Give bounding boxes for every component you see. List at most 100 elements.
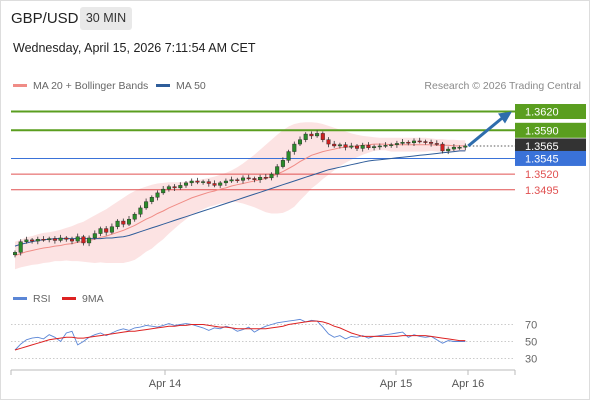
level-badge-0 [515, 104, 586, 120]
candle-body [41, 239, 46, 241]
timestamp: Wednesday, April 15, 2026 7:11:54 AM CET [13, 41, 256, 55]
candle-body [377, 145, 382, 148]
candle-body [212, 183, 217, 186]
legend-ma20: MA 20 + Bollinger Bands [13, 80, 148, 92]
candle-body [423, 141, 428, 143]
candle-body [263, 177, 268, 179]
candle-body [383, 145, 388, 147]
candle-body [286, 151, 291, 161]
rsi-line [14, 318, 466, 351]
level-badge-3 [515, 150, 586, 166]
rsi-swatch [13, 296, 27, 300]
candle-body [298, 139, 303, 145]
candle-body [109, 226, 114, 233]
candle-body [104, 228, 109, 233]
candle-body [69, 239, 74, 242]
candle-body [394, 143, 399, 145]
candle-body [138, 207, 143, 215]
legend-ma20-label: MA 20 + Bollinger Bands [33, 80, 149, 92]
candle-body [126, 218, 131, 225]
level-label-2: 1.3565 [525, 141, 559, 153]
candles [12, 130, 468, 258]
x-tick-label: Apr 14 [149, 378, 181, 390]
candle-body [30, 239, 35, 242]
candle-body [240, 177, 245, 181]
candle-body [326, 139, 331, 145]
candle-body [366, 145, 371, 149]
candle-body [64, 237, 69, 240]
level-label-5: 1.3495 [525, 185, 559, 197]
candle-body [429, 141, 434, 144]
candle-body [434, 143, 439, 145]
candle-body [417, 140, 422, 143]
candle-body [269, 173, 274, 179]
candle-body [246, 177, 251, 180]
candle-body [195, 180, 200, 183]
rsi-tick-label: 50 [525, 337, 537, 349]
rsi-tick-label: 70 [525, 320, 537, 332]
candle-body [440, 143, 445, 152]
rsi-tick-label: 30 [525, 354, 537, 366]
candle-body [81, 236, 86, 244]
legend-9ma-label: 9MA [82, 293, 104, 305]
candle-body [24, 239, 29, 242]
candle-body [258, 177, 263, 180]
candle-body [172, 186, 177, 189]
candle-body [451, 146, 456, 150]
forecast-arrow-head [498, 111, 512, 124]
header-bar: GBP/USD 30 MIN [0, 0, 590, 36]
candle-body [457, 146, 462, 149]
legend-rsi-label: RSI [33, 293, 51, 305]
candle-body [52, 238, 57, 241]
candle-body [18, 241, 23, 253]
candle-body [201, 181, 206, 183]
ma20-swatch [13, 83, 27, 87]
credit-text: Research © 2026 Trading Central [424, 80, 581, 92]
candle-body [87, 237, 92, 244]
candle-body [12, 252, 17, 256]
candle-body [235, 179, 240, 181]
instrument-title: GBP/USD [11, 10, 79, 27]
candle-body [332, 143, 337, 147]
candle-body [355, 145, 360, 149]
candle-body [206, 181, 211, 184]
candle-body [389, 144, 394, 146]
candle-body [144, 201, 149, 209]
candle-body [121, 220, 126, 225]
legend-9ma: 9MA [62, 293, 104, 305]
candle-body [75, 236, 80, 242]
candle-body [178, 185, 183, 189]
candle-body [349, 145, 354, 148]
level-label-3: 1.3545 [525, 153, 559, 165]
candle-body [223, 180, 228, 184]
candle-body [406, 141, 411, 144]
candle-body [360, 145, 365, 149]
candle-body [229, 179, 234, 182]
candle-body [115, 220, 120, 227]
timeframe-button[interactable]: 30 MIN [80, 7, 132, 30]
candle-body [218, 182, 223, 186]
legend-ma50-label: MA 50 [176, 80, 206, 92]
x-tick-label: Apr 16 [452, 378, 484, 390]
level-label-4: 1.3520 [525, 169, 559, 181]
rsi-9ma-line [14, 320, 466, 351]
candle-body [98, 228, 103, 234]
legend-ma50: MA 50 [156, 80, 206, 92]
candle-body [320, 133, 325, 140]
candle-body [400, 141, 405, 144]
candle-body [35, 239, 40, 242]
candle-body [372, 146, 377, 149]
candle-body [58, 237, 63, 241]
candle-body [343, 144, 348, 148]
candle-body [275, 166, 280, 175]
bollinger-band [15, 122, 466, 270]
candle-body [412, 140, 417, 144]
candle-body [309, 133, 314, 137]
candle-body [337, 144, 342, 147]
candle-body [252, 178, 257, 180]
candle-body [292, 143, 297, 152]
level-label-1: 1.3590 [525, 125, 559, 137]
level-label-0: 1.3620 [525, 107, 559, 119]
candle-body [315, 133, 320, 137]
level-badge-2 [515, 138, 586, 154]
